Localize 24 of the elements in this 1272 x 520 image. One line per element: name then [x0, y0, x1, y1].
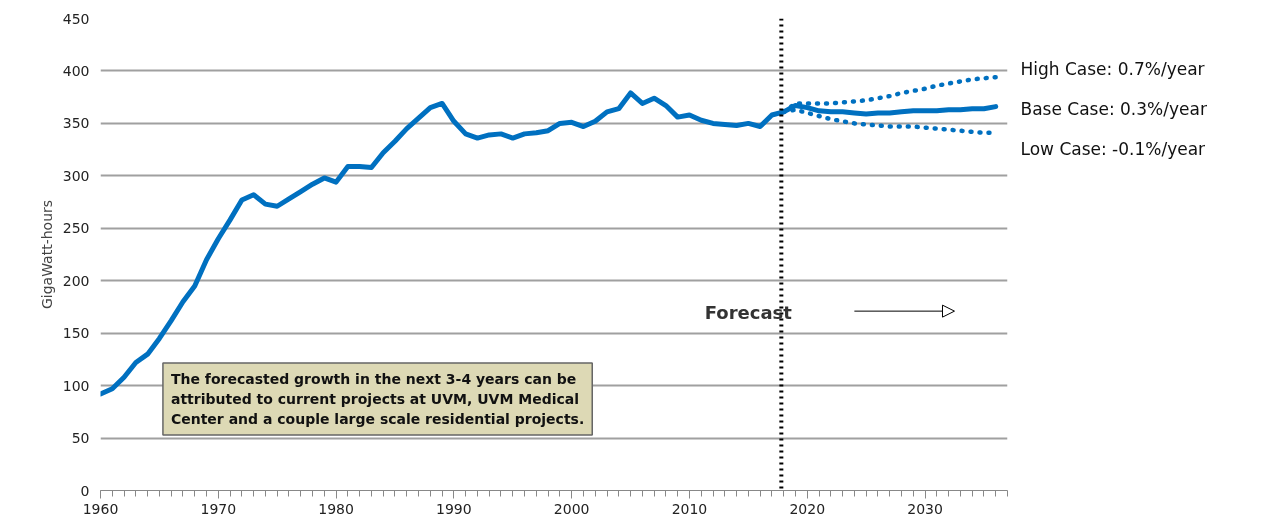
series-label: Base Case: 0.3%/year: [1020, 98, 1207, 119]
x-tick-label: 1990: [436, 500, 472, 517]
x-tick-label: 2000: [553, 500, 590, 517]
annotation: Forecast: [704, 301, 793, 323]
x-tick-label: 1970: [200, 500, 237, 517]
x-tick-label: 2030: [907, 500, 943, 517]
series-label: High Case: 0.7%/year: [1020, 58, 1205, 79]
y-tick-label: 0: [80, 482, 90, 499]
series-label: Low Case: -0.1%/year: [1020, 138, 1206, 159]
y-tick-label: 50: [71, 430, 90, 447]
y-tick-label: 100: [62, 377, 90, 394]
y-tick-label: 300: [62, 167, 90, 184]
x-tick-label: 2010: [671, 500, 708, 517]
y-tick-label: 250: [62, 220, 90, 237]
y-tick-label: 200: [62, 272, 90, 289]
y-tick-label: 400: [62, 62, 90, 79]
y-tick-label: 450: [62, 10, 90, 27]
x-tick-label: 1960: [82, 500, 119, 517]
x-tick-label: 2020: [789, 500, 826, 517]
x-tick-label: 1980: [318, 500, 354, 517]
y-tick-label: 150: [62, 325, 90, 342]
annotation: The forecasted growth in the next 3-4 years can be attributed to current projects at UVM, UVM Medical Center and a couple large scale residential projects.: [170, 370, 585, 427]
y-tick-label: 350: [62, 115, 90, 132]
y-axis-title: GigaWatt-hours: [38, 199, 55, 310]
